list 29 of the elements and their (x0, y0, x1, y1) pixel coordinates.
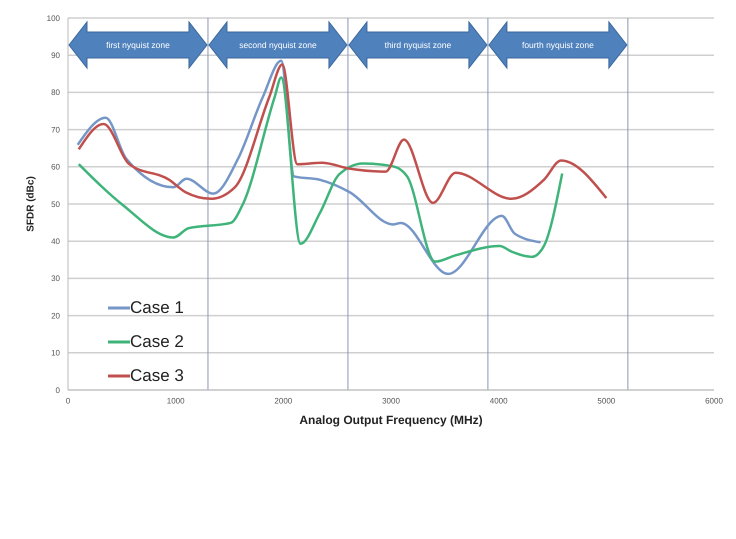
line-series (78, 63, 608, 204)
annotation: third nyquist zone (384, 40, 452, 50)
legend-label: Case 1 (130, 298, 184, 318)
x-tick-label: 4000 (490, 396, 508, 406)
y-tick-label: 100 (46, 14, 61, 23)
x-tick-label: 6000 (705, 396, 724, 406)
y-tick-label: 70 (51, 125, 61, 134)
y-tick-label: 80 (51, 88, 61, 98)
y-tick-label: 30 (51, 274, 61, 284)
x-tick-label: 3000 (382, 396, 400, 406)
y-tick-label: 20 (51, 311, 61, 320)
y-axis-title: SFDR (dBc) (26, 176, 37, 232)
x-tick-label: 0 (66, 396, 71, 406)
x-tick-label: 5000 (597, 396, 616, 406)
y-tick-label: 0 (56, 386, 61, 395)
x-tick-label: 1000 (166, 396, 186, 406)
legend-label: Case 2 (130, 332, 184, 352)
annotation: fourth nyquist zone (522, 40, 594, 50)
y-tick-label: 40 (51, 237, 61, 246)
x-axis-title: Analog Output Frequency (MHz) (299, 413, 483, 427)
line-series (78, 76, 564, 263)
y-tick-label: 50 (51, 200, 61, 209)
y-tick-label: 90 (51, 51, 61, 60)
legend-label: Case 3 (130, 366, 184, 386)
y-tick-label: 60 (51, 162, 61, 172)
annotation: first nyquist zone (106, 40, 170, 50)
y-tick-label: 10 (51, 348, 61, 358)
x-tick-label: 2000 (274, 396, 293, 406)
annotation: second nyquist zone (239, 40, 317, 50)
